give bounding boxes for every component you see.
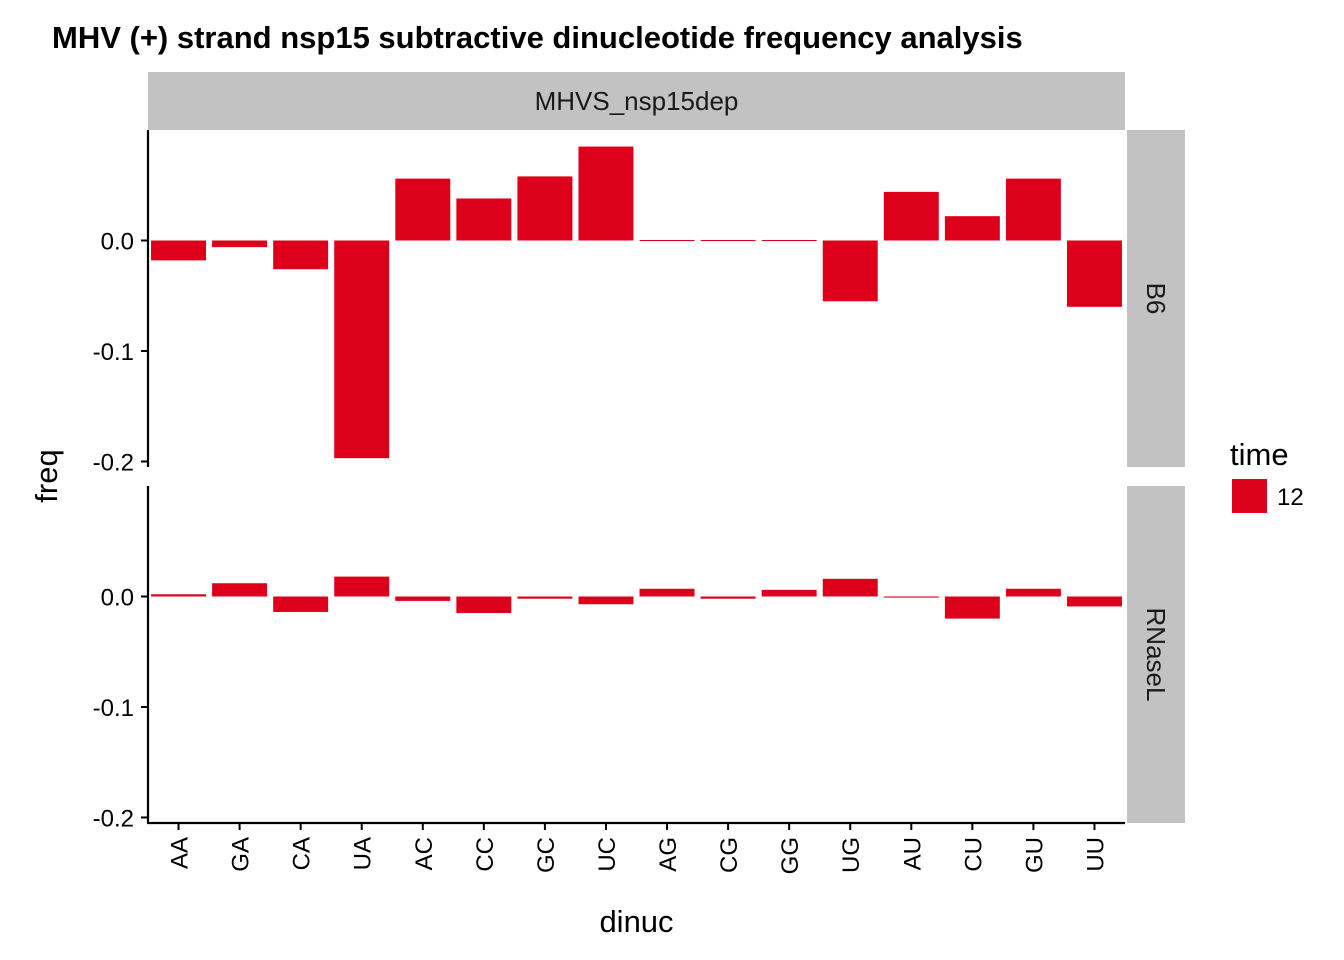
column-facet-label: MHVS_nsp15dep — [535, 86, 739, 116]
bar-B6-GU — [1005, 178, 1061, 241]
bar-B6-AG — [639, 239, 695, 241]
bar-B6-UC — [578, 146, 634, 241]
bar-RNaseL-GC — [517, 596, 573, 599]
x-tick-label: CA — [289, 837, 316, 870]
bar-B6-GC — [517, 176, 573, 241]
panel-RNaseL: 0.0 -0.1 -0.2 RNaseL — [93, 486, 1185, 832]
bar-B6-CA — [273, 240, 329, 270]
bar-RNaseL-UA — [334, 576, 390, 597]
bar-RNaseL-CG — [700, 596, 756, 599]
x-axis: AA GA CA UA AC CC GC UC AG CG GG UG AU CU GU UU — [147, 821, 1125, 874]
bar-B6-AC — [395, 178, 451, 241]
x-tick-label: UU — [1082, 837, 1109, 872]
bar-B6-UG — [822, 240, 878, 302]
legend-title: time — [1230, 437, 1289, 472]
x-tick-label: AG — [655, 837, 682, 872]
row-facet-strip — [1127, 486, 1185, 823]
legend: time 12 — [1230, 437, 1304, 513]
bar-RNaseL-AG — [639, 588, 695, 597]
row-facet-label: RNaseL — [1141, 608, 1171, 702]
bar-RNaseL-AU — [883, 596, 939, 598]
y-tick-label: 0.0 — [101, 228, 134, 255]
bar-B6-CU — [944, 216, 1000, 241]
bar-B6-GG — [761, 239, 817, 241]
bar-RNaseL-UU — [1066, 596, 1122, 607]
x-tick-label: GC — [533, 837, 560, 873]
column-facet-strip — [148, 72, 1125, 130]
legend-swatch — [1232, 479, 1267, 513]
x-tick-label: AU — [899, 837, 926, 870]
bar-B6-CG — [700, 239, 756, 241]
bar-RNaseL-GA — [212, 583, 268, 597]
y-tick-label: -0.2 — [93, 805, 134, 832]
bar-B6-AA — [151, 240, 207, 261]
x-tick-label: UA — [350, 837, 377, 870]
row-facet-label: B6 — [1141, 283, 1171, 315]
panel-B6: 0.0 -0.1 -0.2 B6 — [93, 130, 1185, 476]
bar-B6-UA — [334, 240, 390, 459]
bar-RNaseL-CC — [456, 596, 512, 614]
x-tick-label: AA — [167, 837, 194, 869]
legend-label: 12 — [1277, 484, 1304, 511]
bar-B6-UU — [1066, 240, 1122, 307]
x-tick-label: GA — [228, 837, 255, 872]
y-tick-label: -0.1 — [93, 339, 134, 366]
x-tick-label: UG — [838, 837, 865, 873]
x-tick-label: CU — [960, 837, 987, 872]
bar-RNaseL-CU — [944, 596, 1000, 619]
bar-RNaseL-AC — [395, 596, 451, 601]
y-tick-label: -0.1 — [93, 695, 134, 722]
row-facet-strip — [1127, 130, 1185, 467]
bar-RNaseL-UC — [578, 596, 634, 605]
x-tick-label: UC — [594, 837, 621, 872]
bar-B6-GA — [212, 240, 268, 248]
x-tick-label: GG — [777, 837, 804, 874]
x-tick-label: CC — [472, 837, 499, 872]
bar-B6-CC — [456, 198, 512, 241]
bar-RNaseL-UG — [822, 578, 878, 597]
y-axis-title: freq — [29, 449, 64, 502]
bar-RNaseL-AA — [151, 594, 207, 597]
x-tick-label: AC — [411, 837, 438, 870]
chart-title: MHV (+) strand nsp15 subtractive dinucle… — [52, 20, 1023, 55]
y-tick-label: -0.2 — [93, 449, 134, 476]
x-axis-title: dinuc — [599, 904, 673, 939]
x-tick-label: CG — [716, 837, 743, 873]
bar-B6-AU — [883, 191, 939, 241]
y-tick-label: 0.0 — [101, 584, 134, 611]
x-tick-label: GU — [1021, 837, 1048, 873]
bar-RNaseL-CA — [273, 596, 329, 612]
bar-RNaseL-GG — [761, 589, 817, 597]
bar-RNaseL-GU — [1005, 588, 1061, 597]
facet-panels: 0.0 -0.1 -0.2 B6 0.0 -0.1 -0.2 RNaseL — [93, 130, 1185, 832]
